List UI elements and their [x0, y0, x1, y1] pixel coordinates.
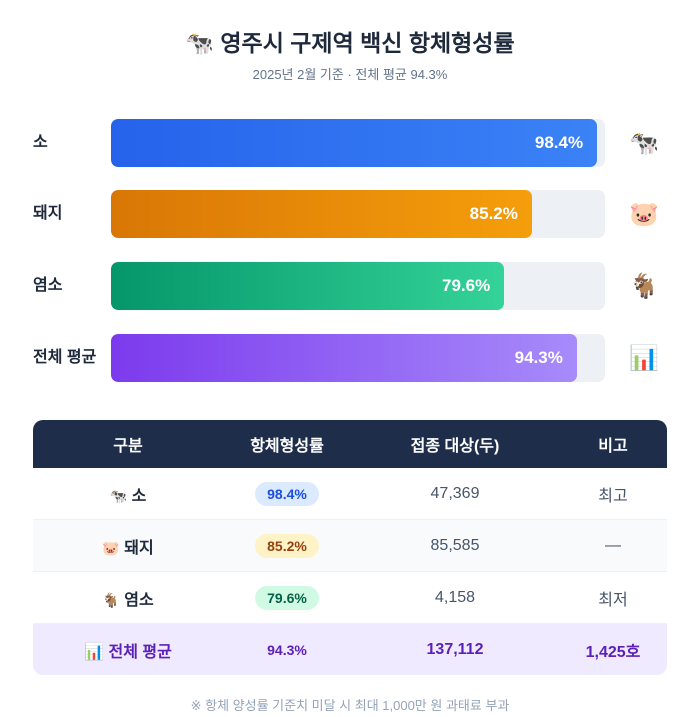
bar-row: 전체 평균 94.3% 📊 [33, 334, 673, 382]
rate-cell: 79.6% [223, 585, 351, 610]
bar-track: 79.6% [111, 262, 605, 310]
goat-icon: 🐐 [629, 273, 659, 300]
category-label: 전체 평균 [33, 349, 97, 366]
header-cell: 접종 대상(두) [410, 438, 500, 455]
note-cell: 최고 [598, 487, 628, 505]
bar: 98.4% [111, 119, 598, 167]
bar-row: 소 98.4% 🐄 [33, 119, 673, 167]
value-label: 79.6% [442, 276, 491, 295]
bar-track: 94.3% [111, 334, 605, 382]
bar: 79.6% [111, 262, 505, 310]
rate-badge: 79.6% [255, 585, 319, 610]
category-label: 돼지 [33, 205, 63, 222]
subtitle: 2025년 2월 기준 · 전체 평균 94.3% [252, 67, 448, 82]
name-cell: 🐷 돼지 [33, 534, 223, 558]
rate-cell: 94.3% [267, 641, 307, 658]
bar-row: 염소 79.6% 🐐 [33, 262, 673, 310]
bar: 85.2% [111, 190, 532, 238]
name-text: 염소 [124, 591, 154, 609]
name-cell: 🐐 염소 [33, 586, 223, 610]
name-cell: 📊 전체 평균 [33, 638, 223, 662]
name-text: 소 [131, 487, 147, 505]
bar-track: 98.4% [111, 119, 605, 167]
header-cell: 구분 [113, 438, 143, 455]
note-cell: 최저 [598, 591, 628, 609]
table-row: 🐐 염소 79.6% 4,158 최저 [33, 572, 667, 624]
cow-icon: 🐄 [629, 130, 659, 157]
target-cell: 47,369 [430, 484, 480, 502]
table-row: 🐄 소 98.4% 47,369 최고 [33, 468, 667, 520]
target-cell: 4,158 [434, 588, 476, 606]
table-row: 🐷 돼지 85.2% 85,585 — [33, 520, 667, 572]
cow-icon: 🐄 [185, 30, 214, 56]
pig-icon: 🐷 [102, 539, 120, 556]
goat-icon: 🐐 [102, 591, 120, 608]
note-cell: — [605, 536, 621, 554]
target-cell: 137,112 [426, 640, 484, 658]
name-text: 전체 평균 [108, 643, 172, 661]
chart-icon: 📊 [629, 345, 659, 372]
chart-icon: 📊 [84, 643, 105, 661]
cow-icon: 🐄 [109, 487, 128, 504]
table-row-total: 📊 전체 평균 94.3% 137,112 1,425호 [33, 624, 667, 675]
rate-badge: 85.2% [255, 533, 319, 558]
footnote: ※ 항체 양성률 기준치 미달 시 최대 1,000만 원 과태료 부과 [190, 698, 510, 713]
note-cell: 1,425호 [585, 643, 641, 661]
pig-icon: 🐷 [629, 201, 659, 228]
value-label: 98.4% [534, 133, 584, 152]
target-cell: 85,585 [430, 536, 480, 554]
bar-track: 85.2% [111, 190, 605, 238]
rate-badge: 98.4% [255, 481, 319, 506]
value-label: 85.2% [469, 204, 518, 223]
bar-row: 돼지 85.2% 🐷 [33, 190, 673, 238]
header-cell: 항체형성률 [250, 438, 324, 455]
header-cell: 비고 [598, 438, 628, 455]
rate-cell: 85.2% [223, 533, 351, 558]
title-text: 영주시 구제역 백신 항체형성률 [220, 30, 515, 56]
data-table: 구분 항체형성률 접종 대상(두) 비고 🐄 소 98.4% 47,369 최고… [33, 420, 667, 675]
value-label: 94.3% [514, 348, 563, 367]
table-header: 구분 항체형성률 접종 대상(두) 비고 [33, 420, 667, 468]
category-label: 소 [33, 134, 48, 151]
bar: 94.3% [111, 334, 577, 382]
name-cell: 🐄 소 [33, 482, 223, 506]
name-text: 돼지 [124, 539, 154, 557]
category-label: 염소 [33, 277, 63, 294]
page-title: 🐄 영주시 구제역 백신 항체형성률 [0, 24, 700, 58]
rate-cell: 98.4% [223, 481, 351, 506]
